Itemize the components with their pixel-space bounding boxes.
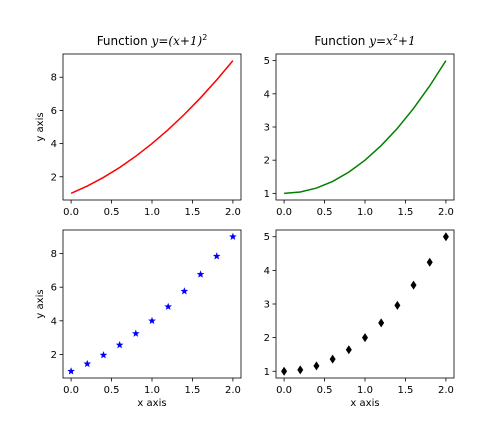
data-point [99,351,108,359]
data-point [345,345,352,355]
data-point [67,367,75,375]
data-point [426,257,433,267]
x-tick-label: 2.0 [438,385,454,396]
x-tick-label: 0.5 [317,385,333,396]
axes-frame [275,53,455,201]
y-tick-label: 3 [264,300,270,311]
series-line [284,60,447,195]
subplot-top-left: 0.0 0.5 1.0 1.5 2.0 2 4 6 8 y axis Function y=(x+1… [35,33,242,218]
x-tick-label: 0.5 [104,385,120,396]
y-tick-label: 4 [264,89,270,100]
y-tick-label: 8 [51,249,57,260]
y-tick-label: 5 [264,56,270,67]
x-tick-label: 2.0 [225,385,241,396]
x-tick-label: 1.0 [144,385,160,396]
y-axis-label: y axis [35,112,46,141]
x-tick-label: 0.0 [63,385,79,396]
y-tick-label: 4 [51,316,57,327]
data-point [410,280,417,290]
subplot-bottom-right: 0.0 0.5 1.0 1.5 2.0 1 2 3 4 5 x axis [264,229,455,409]
data-point [164,302,172,310]
x-axis-label: x axis [350,398,379,409]
data-point [329,354,336,364]
y-tick-label: 1 [264,367,270,378]
data-point [442,232,449,242]
axes-frame [275,229,455,379]
data-point [281,366,288,376]
subplot-top-right: 0.0 0.5 1.0 1.5 2.0 1 2 3 4 5 Function y=x2+1 [264,33,455,218]
y-tick-label: 6 [51,106,57,117]
x-tick-label: 0.0 [63,207,79,218]
y-tick-label: 2 [51,350,57,361]
x-tick-label: 1.0 [144,207,160,218]
x-tick-label: 1.5 [398,207,414,218]
series-line [70,60,234,195]
data-point [378,318,385,328]
y-tick-label: 2 [264,156,270,167]
x-tick-label: 1.0 [357,207,373,218]
y-tick-label: 4 [264,266,270,277]
data-point [362,333,368,343]
subplot-title: Function y=(x+1)2 [97,33,208,48]
x-tick-label: 2.0 [438,207,454,218]
y-tick-label: 4 [51,139,57,150]
data-point [196,270,205,278]
data-point [297,365,304,375]
x-tick-label: 1.5 [185,207,201,218]
data-point [180,287,189,295]
y-tick-label: 1 [264,189,270,200]
data-point [229,232,237,240]
data-point [394,300,401,310]
x-tick-label: 0.5 [317,207,333,218]
data-point [83,359,92,368]
y-tick-label: 2 [51,172,57,183]
subplot-bottom-left: 0.0 0.5 1.0 1.5 2.0 2 4 6 8 x axis y axis [35,229,242,409]
x-tick-label: 1.0 [357,385,373,396]
y-tick-label: 6 [51,283,57,294]
axes-frame [62,53,242,201]
x-tick-label: 1.5 [185,385,201,396]
x-tick-label: 0.0 [276,385,292,396]
y-tick-label: 3 [264,123,270,134]
data-point [132,329,140,337]
y-axis-label: y axis [35,289,46,318]
x-tick-label: 0.5 [104,207,120,218]
axes-frame [62,229,242,379]
data-point [115,341,124,349]
x-tick-label: 1.5 [398,385,414,396]
y-tick-label: 5 [264,232,270,243]
x-axis-label: x axis [137,398,166,409]
data-point [212,252,221,260]
x-tick-label: 0.0 [276,207,292,218]
data-point [148,316,156,325]
y-tick-label: 8 [51,73,57,84]
data-point [313,361,320,371]
subplot-title: Function y=x2+1 [314,33,415,48]
y-tick-label: 2 [264,333,270,344]
x-tick-label: 2.0 [225,207,241,218]
